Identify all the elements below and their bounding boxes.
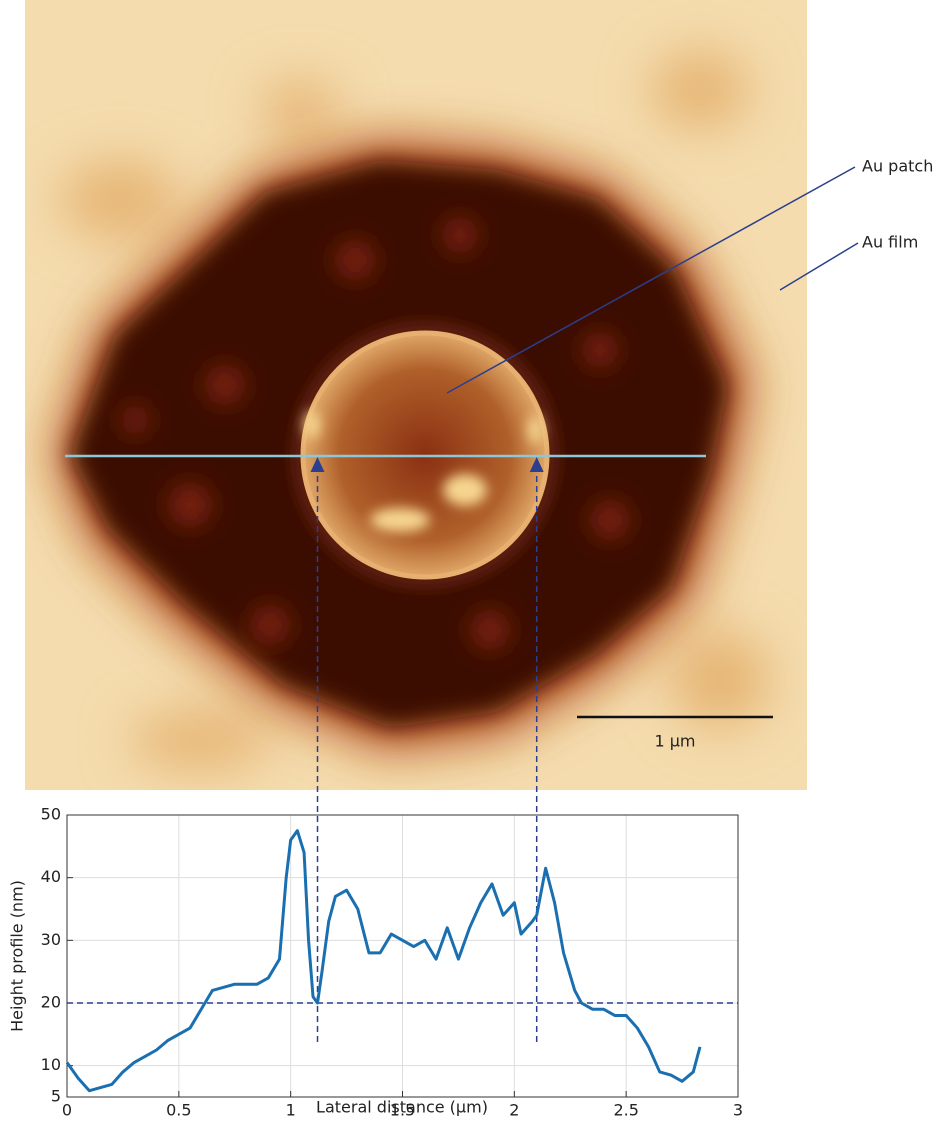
y-tick-label: 5 <box>51 1087 61 1106</box>
arrow-head <box>529 457 544 472</box>
x-tick-label: 0.5 <box>166 1101 191 1119</box>
y-tick-label: 30 <box>41 930 61 949</box>
x-tick-label: 3 <box>733 1101 743 1119</box>
y-tick-label: 40 <box>41 867 61 886</box>
annotation-label: Au patch <box>862 157 933 176</box>
x-tick-label: 2 <box>509 1101 519 1119</box>
y-tick-label: 20 <box>41 993 61 1012</box>
y-tick-label: 10 <box>41 1055 61 1074</box>
scale-bar-label: 1 μm <box>654 732 695 751</box>
x-tick-label: 0 <box>62 1101 72 1119</box>
y-axis-label: Height profile (nm) <box>8 880 27 1032</box>
y-tick-label: 50 <box>41 805 61 824</box>
arrow-head <box>310 457 325 472</box>
afm-image <box>25 0 807 790</box>
data-line <box>65 829 702 1093</box>
plot-frame <box>66 814 739 1098</box>
x-tick-label: 1.5 <box>390 1101 415 1119</box>
x-axis-label: Lateral distance (μm) <box>316 1098 488 1117</box>
x-tick-label: 1 <box>286 1101 296 1119</box>
x-tick-label: 2.5 <box>613 1101 638 1119</box>
annotation-label: Au film <box>862 233 918 252</box>
